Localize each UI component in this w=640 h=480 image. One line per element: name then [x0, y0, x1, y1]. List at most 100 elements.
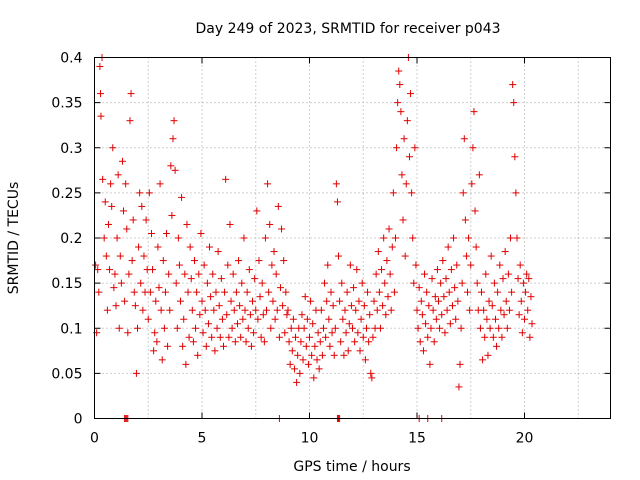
data-point: [497, 306, 505, 314]
data-point: [288, 347, 296, 355]
data-point: [483, 315, 491, 323]
data-point: [507, 234, 515, 242]
data-point: [339, 315, 347, 323]
data-point: [528, 320, 536, 328]
data-point: [417, 297, 425, 305]
data-point: [183, 220, 191, 228]
data-point: [430, 338, 438, 346]
data-point: [340, 351, 348, 359]
data-point: [304, 360, 312, 368]
data-point: [202, 342, 210, 350]
data-point: [265, 288, 273, 296]
data-point: [437, 279, 445, 287]
data-point: [523, 270, 531, 278]
data-point: [147, 229, 155, 237]
data-point: [116, 252, 124, 260]
data-point: [243, 288, 251, 296]
data-point: [486, 324, 494, 332]
data-point: [195, 270, 203, 278]
data-point: [441, 329, 449, 337]
data-point: [461, 216, 469, 224]
data-point: [367, 369, 375, 377]
data-point: [284, 306, 292, 314]
data-point: [204, 320, 212, 328]
data-point: [179, 342, 187, 350]
data-point: [107, 180, 115, 188]
data-point: [216, 333, 224, 341]
data-point: [180, 315, 188, 323]
data-point: [263, 306, 270, 314]
data-point: [354, 329, 362, 337]
x-tick-label: 15: [408, 431, 426, 447]
data-point: [137, 279, 145, 287]
data-point: [436, 324, 444, 332]
data-point: [416, 338, 424, 346]
data-point: [282, 288, 290, 296]
data-point: [319, 324, 327, 332]
data-point: [398, 171, 406, 179]
data-point: [403, 117, 411, 125]
data-point: [285, 338, 293, 346]
data-point: [524, 306, 532, 314]
data-point: [435, 297, 442, 305]
data-point: [159, 257, 167, 265]
data-point: [489, 333, 497, 341]
data-point: [327, 288, 335, 296]
data-point: [266, 220, 274, 228]
data-point: [283, 311, 291, 319]
data-point: [326, 342, 334, 350]
data-point: [222, 175, 230, 183]
data-point: [361, 356, 369, 364]
data-point: [160, 324, 168, 332]
data-point: [522, 288, 530, 296]
data-point: [168, 211, 176, 219]
data-point: [440, 293, 448, 301]
data-point: [308, 351, 316, 359]
data-point: [135, 243, 143, 251]
data-point: [514, 275, 522, 283]
data-point: [491, 315, 499, 323]
data-point: [350, 284, 358, 292]
data-point: [357, 315, 365, 323]
data-point: [200, 261, 208, 269]
data-point: [330, 351, 338, 359]
data-point: [459, 189, 467, 197]
data-point: [399, 216, 407, 224]
data-point: [300, 324, 308, 332]
data-point: [370, 297, 378, 305]
data-point: [401, 252, 409, 260]
data-point: [513, 234, 521, 242]
data-point: [249, 297, 257, 305]
data-point: [92, 261, 100, 269]
data-point: [201, 306, 209, 314]
data-point: [187, 275, 195, 283]
data-point: [338, 279, 346, 287]
data-point: [405, 153, 413, 161]
data-point: [189, 338, 197, 346]
data-point: [153, 338, 161, 346]
data-point: [329, 302, 337, 310]
data-point: [126, 117, 134, 125]
data-point: [318, 351, 326, 359]
data-point: [456, 360, 464, 368]
y-tick-label: 0.4: [60, 51, 82, 67]
grid-layer: [94, 57, 611, 419]
data-point: [333, 198, 341, 206]
data-point: [424, 333, 432, 341]
data-point: [260, 338, 268, 346]
data-point: [494, 288, 502, 296]
data-point: [438, 311, 446, 319]
data-point: [351, 338, 359, 346]
data-point: [383, 257, 391, 265]
data-point: [250, 329, 258, 337]
data-point: [269, 297, 277, 305]
tick-layer: 0 0.05 0.1 0.15 0.2 0.25 0.3 0.35 0.4 0 5 10 15 20: [51, 51, 611, 447]
data-point: [428, 275, 436, 283]
data-point: [270, 248, 278, 256]
data-point: [442, 275, 450, 283]
data-point: [521, 315, 528, 323]
data-point: [407, 90, 415, 98]
data-point: [313, 356, 321, 364]
data-point: [362, 324, 370, 332]
